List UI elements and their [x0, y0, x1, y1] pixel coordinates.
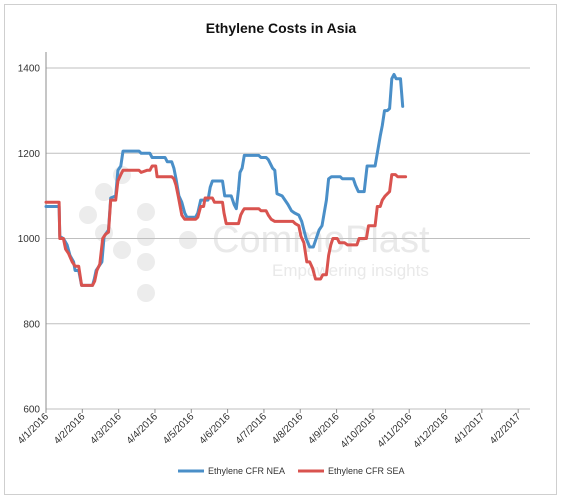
x-tick-label: 4/8/2016: [270, 411, 306, 447]
y-tick-label: 1400: [18, 64, 41, 75]
y-tick-label: 1000: [18, 234, 41, 245]
legend-label: Ethylene CFR NEA: [208, 466, 285, 476]
y-gridlines: [46, 67, 530, 410]
watermark-dot: [137, 253, 155, 271]
x-tick-label: 4/4/2016: [125, 411, 161, 447]
watermark-dot: [179, 231, 197, 249]
x-tick-label: 4/2/2017: [488, 411, 524, 447]
series-lines: [44, 72, 408, 287]
x-tick-label: 4/1/2016: [16, 411, 52, 447]
y-tick-labels: 600 800 1000 1200 1400: [18, 64, 41, 416]
legend: Ethylene CFR NEA Ethylene CFR SEA: [178, 466, 405, 476]
x-tick-label: 4/9/2016: [306, 411, 342, 447]
chart-frame: [4, 4, 557, 495]
x-tick-label: 4/1/2017: [452, 411, 488, 447]
watermark-dot: [137, 203, 155, 221]
watermark-dot: [79, 206, 97, 224]
watermark-dot: [137, 228, 155, 246]
watermark-dot: [113, 241, 131, 259]
x-tick-label: 4/3/2016: [88, 411, 124, 447]
series-line-sea: [44, 164, 408, 287]
watermark-tagline: Empowering insights: [272, 261, 429, 280]
x-tick-label: 4/10/2016: [339, 411, 379, 451]
watermark-dot: [95, 183, 113, 201]
legend-label: Ethylene CFR SEA: [328, 466, 405, 476]
x-tick-label: 4/6/2016: [197, 411, 233, 447]
y-tick-label: 800: [23, 319, 40, 330]
x-tick-label: 4/12/2016: [411, 411, 451, 451]
y-tick-label: 1200: [18, 149, 41, 160]
x-tick-label: 4/2/2016: [52, 411, 88, 447]
chart-title: Ethylene Costs in Asia: [205, 20, 357, 36]
y-tick-label: 600: [23, 405, 40, 416]
x-tick-label: 4/5/2016: [161, 411, 197, 447]
x-tick-labels: 4/1/2016 4/2/2016 4/3/2016 4/4/2016 4/5/2016…: [16, 409, 524, 451]
x-tick-label: 4/7/2016: [234, 411, 270, 447]
watermark-dot: [137, 284, 155, 302]
x-tick-label: 4/11/2016: [376, 411, 415, 450]
